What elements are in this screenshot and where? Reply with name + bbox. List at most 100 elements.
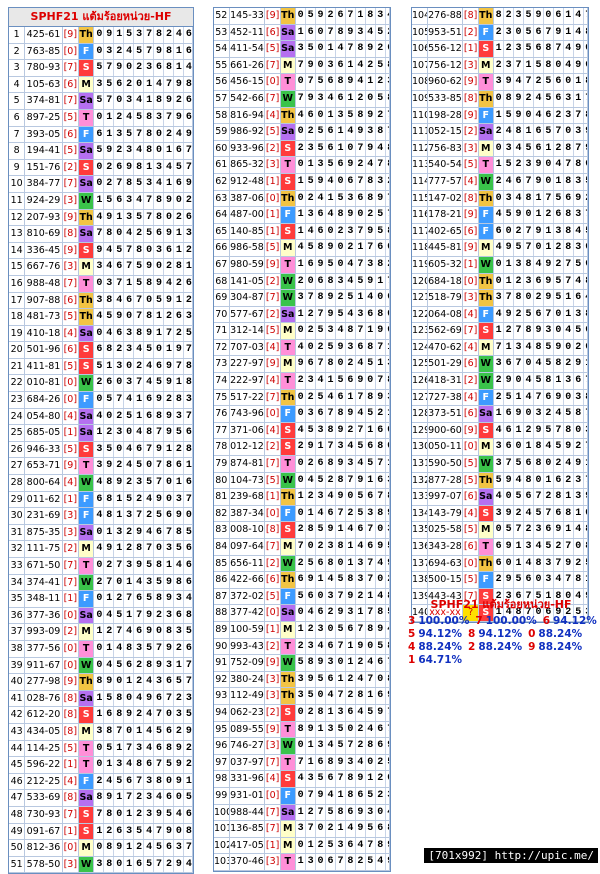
day: T bbox=[478, 539, 494, 555]
day: Sa bbox=[280, 41, 296, 57]
code: 425-61 bbox=[25, 27, 63, 43]
row-number: 7 bbox=[9, 126, 26, 143]
day: Th bbox=[478, 290, 494, 306]
day: F bbox=[478, 107, 494, 124]
code: 487-00 bbox=[230, 207, 266, 223]
table-row: 99 931-01 [0] F 0794186523 bbox=[214, 787, 390, 805]
day: Sa bbox=[78, 425, 95, 441]
day: T bbox=[78, 740, 95, 757]
table-row: 17 907-88 [6] Th 3846705912 bbox=[9, 292, 193, 310]
table-row: 43 434-05 [8] M 3870145629 bbox=[9, 723, 193, 741]
table-row: 41 028-76 [8] Sa 1580496723 bbox=[9, 690, 193, 708]
code: 661-26 bbox=[230, 57, 266, 74]
digits: 8913502467 bbox=[295, 721, 390, 738]
code: 684-18 bbox=[428, 273, 464, 290]
code: 343-28 bbox=[428, 539, 464, 555]
bracket: [8] bbox=[265, 522, 281, 538]
row-number: 54 bbox=[214, 41, 230, 57]
code: 105-63 bbox=[25, 76, 63, 93]
bracket: [2] bbox=[265, 273, 281, 290]
digits: 0794186523 bbox=[295, 787, 390, 804]
row-number: 49 bbox=[9, 823, 26, 840]
code: 198-28 bbox=[428, 107, 464, 124]
bracket: [6] bbox=[265, 572, 281, 588]
table-row: 42 612-20 [8] S 1689247035 bbox=[9, 707, 193, 724]
table-row: 82 387-34 [0] F 0146725389 bbox=[214, 505, 390, 523]
row-number: 43 bbox=[9, 723, 26, 740]
table-row: 25 685-05 [1] Sa 1230487956 bbox=[9, 425, 193, 442]
bracket: [9] bbox=[463, 207, 479, 223]
bracket: [7] bbox=[265, 57, 281, 74]
bracket: [5] bbox=[63, 441, 79, 458]
day: M bbox=[280, 57, 296, 74]
table-row: 52 145-33 [9] Th 0592671834 bbox=[214, 8, 390, 25]
day: M bbox=[280, 621, 296, 638]
row-number: 127 bbox=[412, 389, 428, 406]
row-number: 106 bbox=[412, 41, 428, 57]
code: 064-08 bbox=[428, 306, 464, 323]
day: M bbox=[78, 541, 95, 557]
row-number: 117 bbox=[412, 223, 428, 240]
bracket: [6] bbox=[63, 342, 79, 358]
code: 111-75 bbox=[25, 541, 63, 557]
row-number: 72 bbox=[214, 339, 230, 356]
day: Sa bbox=[478, 124, 494, 140]
stat-percent: 88.24% bbox=[538, 641, 583, 653]
digits: 4601358927 bbox=[295, 107, 390, 124]
code: 707-03 bbox=[230, 339, 266, 356]
row-number: 101 bbox=[214, 821, 230, 837]
code: 470-62 bbox=[428, 339, 464, 356]
digits: 2356107948 bbox=[295, 140, 390, 157]
digits: 3870145629 bbox=[94, 723, 193, 740]
code: 411-54 bbox=[230, 41, 266, 57]
bracket: [0] bbox=[463, 439, 479, 456]
digits: 0278534169 bbox=[94, 176, 193, 192]
code: 986-58 bbox=[230, 240, 266, 256]
digits: 0135692478 bbox=[295, 157, 390, 173]
table-row: 75 517-22 [7] Th 0254617893 bbox=[214, 389, 390, 407]
row-number: 1 bbox=[9, 27, 26, 43]
code: 387-34 bbox=[230, 505, 266, 522]
bracket: [2] bbox=[265, 638, 281, 655]
code: 727-38 bbox=[428, 389, 464, 406]
row-number: 14 bbox=[9, 242, 26, 259]
stat-digit: 6 bbox=[542, 615, 551, 627]
code: 501-96 bbox=[25, 342, 63, 358]
digits: 2701435986 bbox=[94, 574, 193, 591]
digits: 3801657294 bbox=[94, 856, 193, 873]
stats-line: 1 64.71% bbox=[406, 654, 596, 667]
bracket: [2] bbox=[463, 373, 479, 389]
day: S bbox=[478, 41, 494, 57]
table-row: 38 377-56 [0] T 0148357926 bbox=[9, 640, 193, 658]
code: 037-97 bbox=[230, 754, 266, 771]
row-number: 36 bbox=[9, 607, 26, 624]
bracket: [0] bbox=[265, 787, 281, 804]
day: W bbox=[78, 375, 95, 392]
digits: 7168934025 bbox=[295, 754, 390, 771]
row-number: 52 bbox=[214, 8, 230, 24]
bracket: [1] bbox=[63, 591, 79, 607]
bracket: [9] bbox=[63, 674, 79, 690]
digits: 3924507861 bbox=[94, 458, 193, 475]
row-number: 26 bbox=[9, 441, 26, 458]
row-number: 39 bbox=[9, 657, 26, 674]
row-number: 78 bbox=[214, 439, 230, 456]
bracket: [9] bbox=[265, 8, 281, 24]
row-number: 108 bbox=[412, 74, 428, 90]
code: 596-22 bbox=[25, 757, 63, 773]
bracket: [8] bbox=[63, 226, 79, 242]
digits: 0572369148 bbox=[493, 522, 588, 538]
digits: 4925670138 bbox=[493, 306, 588, 323]
code: 810-69 bbox=[25, 226, 63, 242]
row-number: 85 bbox=[214, 555, 230, 572]
day: M bbox=[280, 821, 296, 837]
bracket: [0] bbox=[265, 190, 281, 207]
day: T bbox=[280, 754, 296, 771]
code: 114-25 bbox=[25, 740, 63, 757]
day: T bbox=[78, 458, 95, 475]
code: 178-21 bbox=[428, 207, 464, 223]
bracket: [7] bbox=[265, 539, 281, 555]
